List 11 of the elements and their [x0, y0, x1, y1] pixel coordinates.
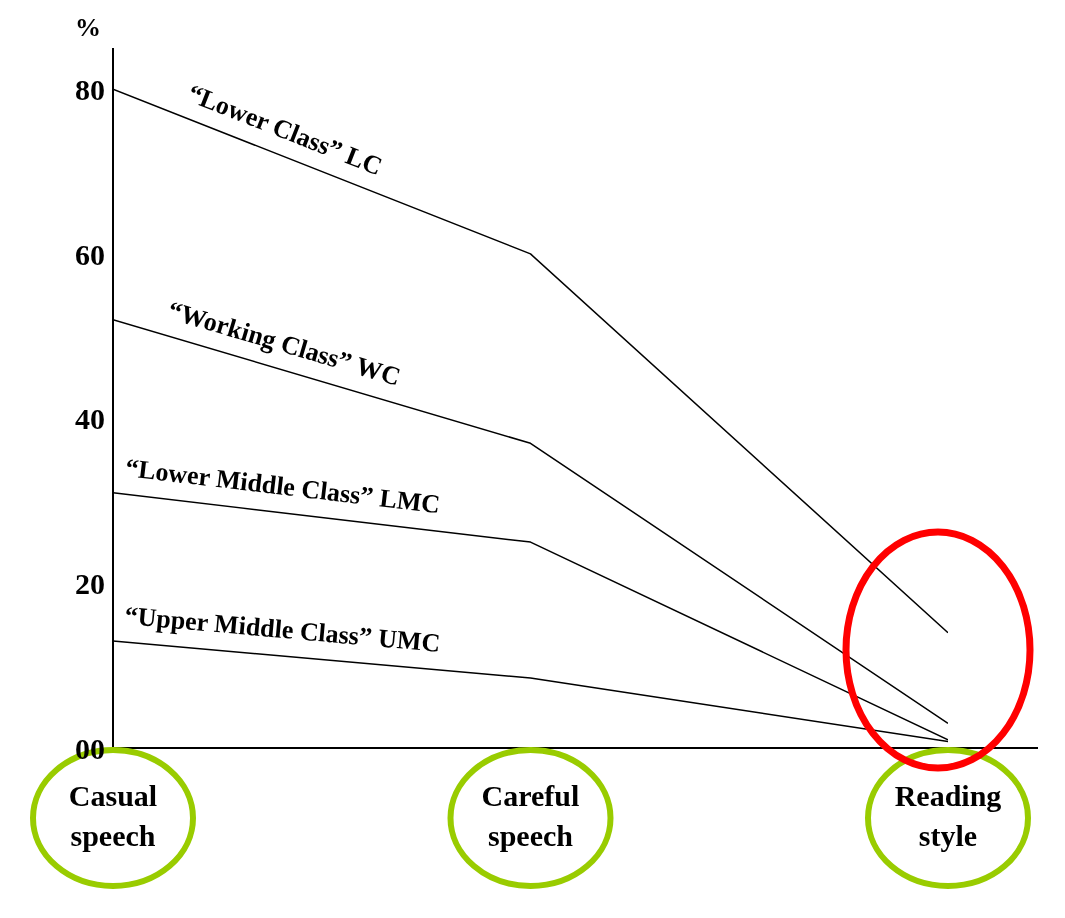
y-tick-label: 20	[75, 566, 105, 600]
text: “Lower Middle Class” LMC	[123, 453, 442, 520]
y-tick-label: 60	[75, 237, 105, 271]
y-tick-label: 40	[75, 402, 105, 436]
text: “Upper Middle Class” UMC	[123, 601, 442, 658]
y-tick-label: 80	[75, 72, 105, 106]
x-tick-label: Casual speech	[68, 779, 158, 852]
x-tick-label: Reading style	[894, 779, 1002, 852]
text: “Lower Class” LC	[183, 78, 387, 182]
x-tick-label: Careful speech	[481, 779, 580, 852]
y-axis-title: %	[75, 13, 101, 42]
